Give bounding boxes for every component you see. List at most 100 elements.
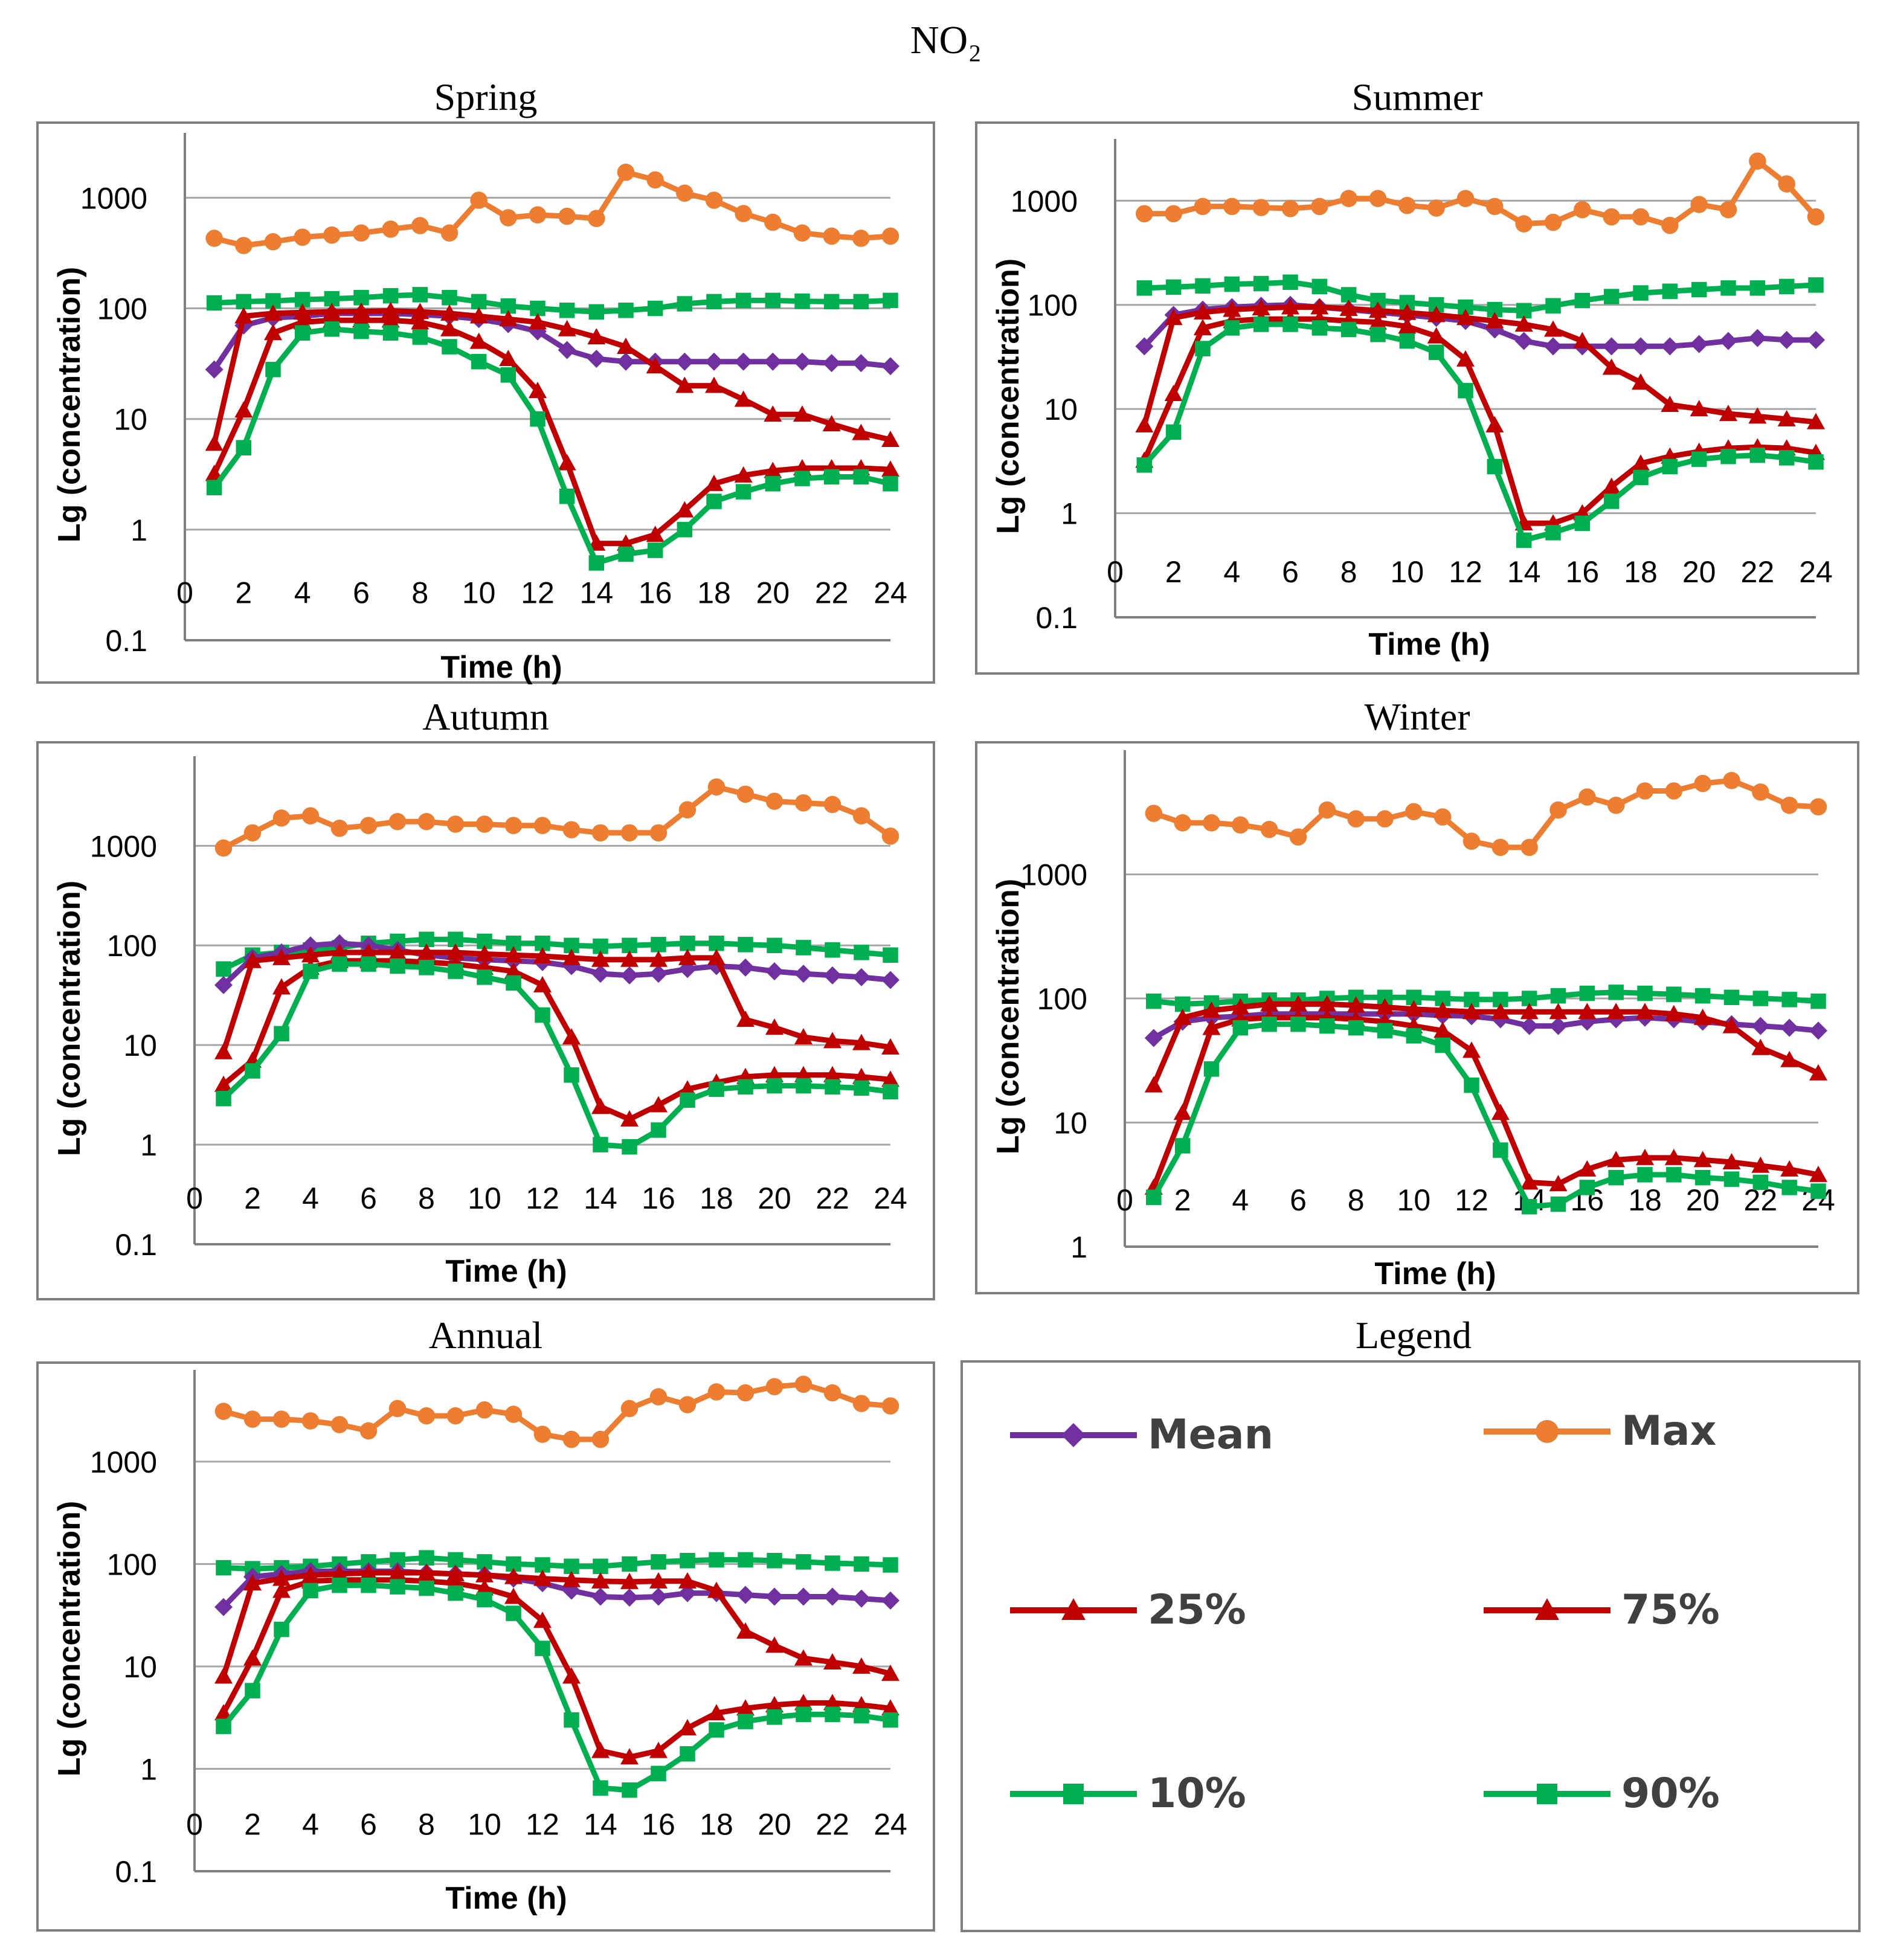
autumn-point-max xyxy=(562,821,581,838)
winter-point-max xyxy=(1376,810,1394,827)
autumn-point-10 xyxy=(825,1079,840,1095)
autumn-point-10 xyxy=(448,963,463,979)
winter-chart-title: Winter xyxy=(1364,695,1470,738)
autumn-point-max xyxy=(272,809,291,827)
summer-point-90 xyxy=(1633,285,1649,301)
autumn-point-max xyxy=(591,824,610,842)
spring-point-75 xyxy=(852,423,870,440)
winter-y-tick-label: 100 xyxy=(1037,982,1087,1016)
autumn-x-tick-label: 4 xyxy=(302,1181,319,1215)
summer-point-max xyxy=(1574,201,1591,219)
winter-point-25 xyxy=(1462,1041,1481,1058)
summer-point-90 xyxy=(1545,298,1561,313)
annual-point-max xyxy=(359,1422,378,1440)
annual-y-tick-label: 1 xyxy=(140,1752,157,1786)
spring-point-75 xyxy=(440,304,459,321)
spring-point-10 xyxy=(647,542,663,558)
summer-y-tick-label: 0.1 xyxy=(1035,601,1078,635)
autumn-point-max xyxy=(736,785,755,803)
spring-point-10 xyxy=(294,325,311,341)
annual-point-max xyxy=(881,1397,899,1415)
summer-point-90 xyxy=(1224,276,1240,292)
winter-point-75 xyxy=(1636,1003,1654,1020)
autumn-point-max xyxy=(214,839,233,857)
spring-point-10 xyxy=(265,362,281,378)
winter-point-75 xyxy=(1318,995,1336,1012)
autumn-point-mean xyxy=(881,971,899,989)
winter-point-10 xyxy=(1521,1199,1537,1215)
summer-point-max xyxy=(1632,208,1650,226)
autumn-point-75 xyxy=(881,1038,899,1055)
summer-point-mean xyxy=(1514,332,1533,350)
legend-marker-p90 xyxy=(1537,1784,1557,1804)
autumn-point-90 xyxy=(796,940,811,956)
autumn-point-10 xyxy=(303,963,318,979)
spring-point-25 xyxy=(469,332,488,349)
summer-point-10 xyxy=(1253,316,1269,332)
summer-y-tick-label: 1000 xyxy=(1011,184,1078,218)
winter-point-max xyxy=(1723,771,1740,789)
annual-point-75 xyxy=(504,1567,523,1584)
summer-point-max xyxy=(1194,198,1212,216)
autumn-point-max xyxy=(446,815,465,833)
autumn-x-tick-label: 0 xyxy=(186,1181,203,1215)
spring-point-25 xyxy=(499,350,518,367)
summer-point-25 xyxy=(1164,384,1183,401)
winter-point-mean xyxy=(1809,1021,1827,1040)
winter-x-tick-label: 10 xyxy=(1397,1183,1431,1217)
winter-point-10 xyxy=(1550,1196,1566,1212)
spring-point-75 xyxy=(881,430,899,447)
winter-point-10 xyxy=(1781,1180,1797,1195)
winter-point-10 xyxy=(1435,1037,1450,1053)
winter-x-tick-label: 2 xyxy=(1174,1183,1191,1217)
autumn-point-max xyxy=(388,812,407,831)
annual-point-10 xyxy=(767,1709,782,1725)
winter-point-max xyxy=(1405,803,1423,821)
spring-point-75 xyxy=(469,307,488,324)
summer-point-10 xyxy=(1224,320,1240,336)
summer-point-10 xyxy=(1282,316,1298,332)
summer-point-10 xyxy=(1808,454,1824,470)
autumn-chart-frame xyxy=(36,741,935,1300)
summer-point-75 xyxy=(1807,413,1825,429)
spring-point-75 xyxy=(293,303,312,320)
autumn-point-mean xyxy=(330,934,349,953)
annual-point-25 xyxy=(765,1695,784,1712)
winter-y-tick-label: 1 xyxy=(1070,1230,1087,1264)
autumn-point-max xyxy=(417,812,436,831)
winter-point-10 xyxy=(1608,1169,1624,1186)
autumn-point-25 xyxy=(272,978,291,995)
winter-point-mean xyxy=(1144,1029,1163,1047)
annual-x-tick-label: 16 xyxy=(642,1807,675,1841)
annual-point-mean xyxy=(678,1584,697,1602)
summer-x-tick-label: 10 xyxy=(1391,555,1424,589)
annual-point-90 xyxy=(680,1553,695,1569)
summer-series-max xyxy=(1136,152,1825,234)
annual-x-tick-label: 18 xyxy=(700,1807,733,1841)
autumn-point-25 xyxy=(620,1110,639,1126)
winter-point-75 xyxy=(1780,1050,1799,1067)
winter-point-10 xyxy=(1319,1018,1335,1034)
annual-point-75 xyxy=(852,1657,870,1674)
spring-point-75 xyxy=(234,307,253,324)
summer-x-tick-label: 16 xyxy=(1566,555,1600,589)
winter-point-max xyxy=(1809,798,1827,816)
autumn-x-tick-label: 16 xyxy=(642,1181,675,1215)
annual-point-mean xyxy=(649,1587,668,1606)
annual-point-75 xyxy=(243,1574,262,1591)
annual-point-25 xyxy=(214,1704,233,1721)
autumn-point-75 xyxy=(243,951,262,968)
annual-point-25 xyxy=(736,1699,755,1716)
winter-point-max xyxy=(1232,816,1249,834)
annual-point-10 xyxy=(303,1582,318,1599)
spring-point-10 xyxy=(735,484,751,500)
autumn-point-75 xyxy=(620,950,639,967)
winter-point-75 xyxy=(1520,1003,1539,1020)
annual-point-90 xyxy=(883,1557,898,1573)
summer-point-25 xyxy=(1398,317,1417,334)
spring-series-75 xyxy=(205,301,899,451)
summer-point-75 xyxy=(1281,298,1299,315)
spring-x-tick-label: 24 xyxy=(874,576,907,610)
legend-item-max: Max xyxy=(1484,1407,1716,1455)
spring-point-10 xyxy=(530,411,545,427)
